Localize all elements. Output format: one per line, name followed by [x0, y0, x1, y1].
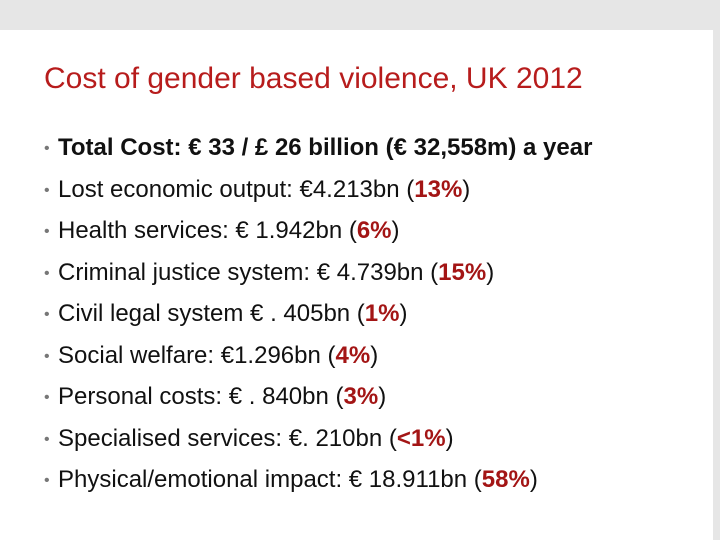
bullet-dot-icon: • [44, 389, 50, 406]
bullet-text: Health services: € 1.942bn ( [58, 217, 357, 244]
bullet-dot-icon: • [44, 347, 50, 365]
bullet-dot-icon: • [44, 264, 50, 282]
bullet-suffix: ) [399, 300, 408, 327]
bullet-physical-emotional: • Physical/emotional impact: € 18.911bn … [44, 463, 592, 505]
bullet-text: Criminal justice system: € 4.739bn ( [58, 258, 439, 286]
bullet-text: Personal costs: € . 840bn ( [58, 383, 344, 410]
bullet-suffix: ) [391, 217, 400, 244]
bullet-text: Lost economic output: €4.213bn ( [58, 175, 415, 203]
bullet-dot-icon: • [44, 306, 50, 323]
bullet-suffix: ) [529, 466, 538, 493]
bullet-percent: 6% [356, 217, 392, 244]
bullet-dot-icon: • [44, 140, 50, 157]
bullet-suffix: ) [378, 383, 387, 410]
bullet-dot-icon: • [44, 430, 50, 448]
bullet-text: Physical/emotional impact: € 18.911bn ( [58, 466, 482, 493]
bullet-civil-legal: • Civil legal system € . 405bn (1%) [44, 297, 592, 339]
bullet-percent: <1% [396, 424, 446, 452]
bullet-percent: 3% [343, 383, 379, 410]
bullet-lost-economic-output: • Lost economic output: €4.213bn (13%) [44, 173, 592, 215]
bullet-percent: 58% [481, 466, 530, 493]
bullet-dot-icon: • [44, 181, 50, 199]
bullet-text: Civil legal system € . 405bn ( [58, 300, 365, 327]
slide-right-frame [713, 0, 720, 540]
bullet-dot-icon: • [44, 472, 50, 489]
bullet-total-cost: • Total Cost: € 33 / £ 26 billion (€ 32,… [44, 131, 592, 173]
bullet-suffix: ) [486, 258, 495, 286]
bullet-health-services: • Health services: € 1.942bn (6%) [44, 214, 592, 256]
bullet-percent: 4% [335, 341, 371, 369]
bullet-criminal-justice: • Criminal justice system: € 4.739bn (15… [44, 256, 592, 298]
slide-top-frame [0, 0, 720, 30]
bullet-suffix: ) [370, 341, 379, 369]
slide-title: Cost of gender based violence, UK 2012 [44, 62, 583, 95]
bullet-text: Social welfare: €1.296bn ( [58, 341, 336, 369]
bullet-suffix: ) [462, 175, 471, 203]
bullet-dot-icon: • [44, 223, 50, 240]
bullet-specialised-services: • Specialised services: €. 210bn (<1%) [44, 422, 592, 464]
bullet-text: Specialised services: €. 210bn ( [58, 424, 397, 452]
bullet-social-welfare: • Social welfare: €1.296bn (4%) [44, 339, 592, 381]
bullet-percent: 1% [364, 300, 400, 327]
bullet-list: • Total Cost: € 33 / £ 26 billion (€ 32,… [44, 131, 592, 505]
bullet-personal-costs: • Personal costs: € . 840bn (3%) [44, 380, 592, 422]
bullet-suffix: ) [445, 424, 454, 452]
bullet-text: Total Cost: € 33 / £ 26 billion (€ 32,55… [58, 134, 593, 161]
bullet-percent: 15% [438, 258, 487, 286]
bullet-percent: 13% [414, 175, 463, 203]
